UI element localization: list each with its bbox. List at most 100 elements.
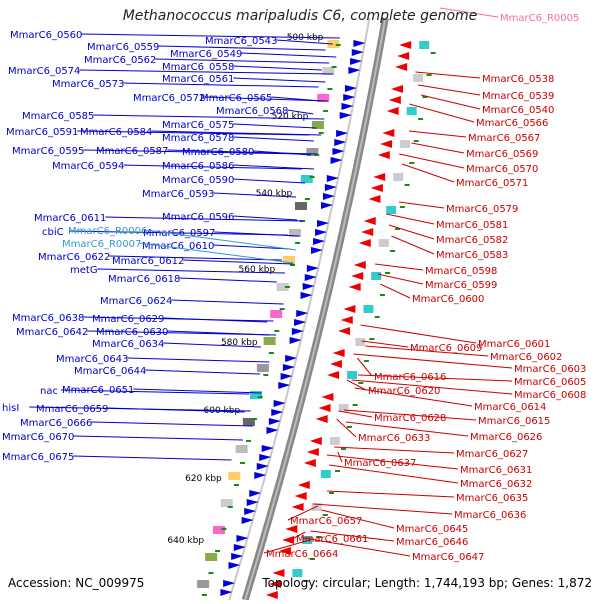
gene-label-right: MmarC6_0602	[490, 352, 562, 363]
gene-label-left: cbiC	[42, 227, 64, 238]
label-leader-line	[105, 216, 303, 222]
forward-gene	[259, 454, 272, 461]
gene-label-right: MmarC6_0539	[482, 91, 554, 102]
label-leader-line	[411, 142, 465, 154]
gene-label-left: MmarC6_0611	[34, 213, 106, 224]
forward-gene	[289, 337, 302, 344]
scale-tick	[346, 426, 352, 428]
scale-tick	[263, 374, 269, 376]
reverse-gene	[318, 404, 331, 412]
scale-tick	[268, 352, 274, 354]
gene-label-left: MmarC6_0574	[8, 66, 80, 77]
forward-gene	[348, 67, 361, 74]
forward-gene	[249, 490, 262, 497]
forward-gene	[306, 265, 319, 272]
scale-tick	[322, 514, 328, 516]
forward-gene	[280, 373, 293, 380]
scale-tick	[318, 132, 324, 134]
scale-tick	[274, 330, 280, 332]
gene-label-right: MmarC6_0632	[460, 479, 532, 490]
reverse-gene	[382, 129, 395, 137]
label-leader-line	[353, 353, 513, 369]
gene-label-right: MmarC6_0570	[466, 164, 538, 175]
gene-label-left: nac	[40, 386, 58, 397]
scale-tick	[395, 228, 401, 230]
scale-tick	[358, 382, 364, 384]
gene-feature-block	[413, 74, 424, 82]
forward-gene	[313, 238, 326, 245]
gene-feature-block	[213, 526, 226, 534]
label-leader-line	[233, 77, 326, 83]
gene-feature-block	[378, 239, 389, 247]
topology-text: Topology: circular; Length: 1,744,193 bp…	[262, 576, 592, 590]
label-leader-line	[81, 33, 340, 39]
reverse-gene	[373, 173, 386, 181]
scale-tick	[257, 396, 263, 398]
label-leader-line	[109, 255, 283, 261]
label-leader-line	[179, 277, 277, 283]
forward-gene	[353, 40, 366, 47]
gene-feature-block	[302, 536, 313, 544]
scale-tick	[328, 492, 334, 494]
gene-label-right: MmarC6_0603	[514, 364, 586, 375]
gene-label-right: MmarC6_0566	[476, 118, 548, 129]
label-leader-line	[365, 345, 489, 357]
gene-label-left: MmarC6_0543	[205, 36, 277, 47]
trna-label: MmarC6_R0005	[500, 13, 579, 24]
scale-tick	[409, 162, 415, 164]
forward-gene	[317, 220, 330, 227]
reverse-gene	[306, 448, 319, 456]
gene-label-left: MmarC6_0644	[74, 366, 146, 377]
label-leader-line	[336, 418, 357, 438]
forward-gene	[256, 463, 269, 470]
scale-tick	[335, 470, 341, 472]
gene-label-right: MmarC6_0661	[296, 534, 368, 545]
gene-feature-block	[347, 371, 358, 379]
label-leader-line	[253, 150, 312, 156]
label-leader-line	[401, 163, 455, 183]
scale-tick	[290, 264, 296, 266]
label-leader-line	[287, 109, 314, 115]
label-leader-line	[398, 201, 445, 209]
label-leader-line	[233, 65, 322, 71]
gene-label-right: MmarC6_0626	[470, 432, 542, 443]
scale-tick	[404, 184, 410, 186]
scale-tick	[246, 440, 252, 442]
label-leader-line	[73, 435, 244, 441]
reverse-gene	[370, 184, 383, 192]
gene-label-left: MmarC6_0565	[200, 93, 272, 104]
forward-gene	[343, 94, 356, 101]
label-leader-line	[69, 230, 288, 236]
gene-label-left: MmarC6_0630	[96, 327, 168, 338]
label-leader-line	[375, 263, 424, 271]
scale-label: 620 kbp	[185, 474, 222, 484]
gene-label-right: MmarC6_0600	[412, 294, 484, 305]
gene-label-left: MmarC6_0622	[38, 252, 110, 263]
reverse-gene	[358, 239, 371, 247]
gene-label-left: MmarC6_0638	[12, 313, 84, 324]
gene-label-right: MmarC6_0540	[482, 105, 554, 116]
reverse-gene	[388, 96, 401, 104]
forward-gene	[285, 355, 298, 362]
scale-tick	[304, 198, 310, 200]
gene-label-left: MmarC6_0593	[142, 189, 214, 200]
forward-gene	[233, 544, 246, 551]
forward-gene	[326, 175, 339, 182]
label-leader-line	[351, 379, 513, 395]
gene-label-left: MmarC6_0596	[162, 212, 234, 223]
reverse-gene	[390, 85, 403, 93]
label-leader-line	[326, 454, 459, 470]
gene-feature-block	[205, 553, 218, 561]
gene-label-left: MmarC6_0561	[162, 74, 234, 85]
label-leader-line	[123, 164, 303, 170]
scale-tick	[215, 550, 221, 552]
gene-label-left: MmarC6_0595	[12, 146, 84, 157]
scale-label: 580 kbp	[221, 338, 258, 348]
scale-tick	[413, 140, 419, 142]
gene-feature-block	[406, 107, 417, 115]
gene-label-left: MmarC6_0670	[2, 432, 74, 443]
rna-label: MmarC6_R0006	[68, 226, 147, 237]
gene-label-left: MmarC6_0549	[170, 49, 242, 60]
forward-gene	[261, 445, 274, 452]
